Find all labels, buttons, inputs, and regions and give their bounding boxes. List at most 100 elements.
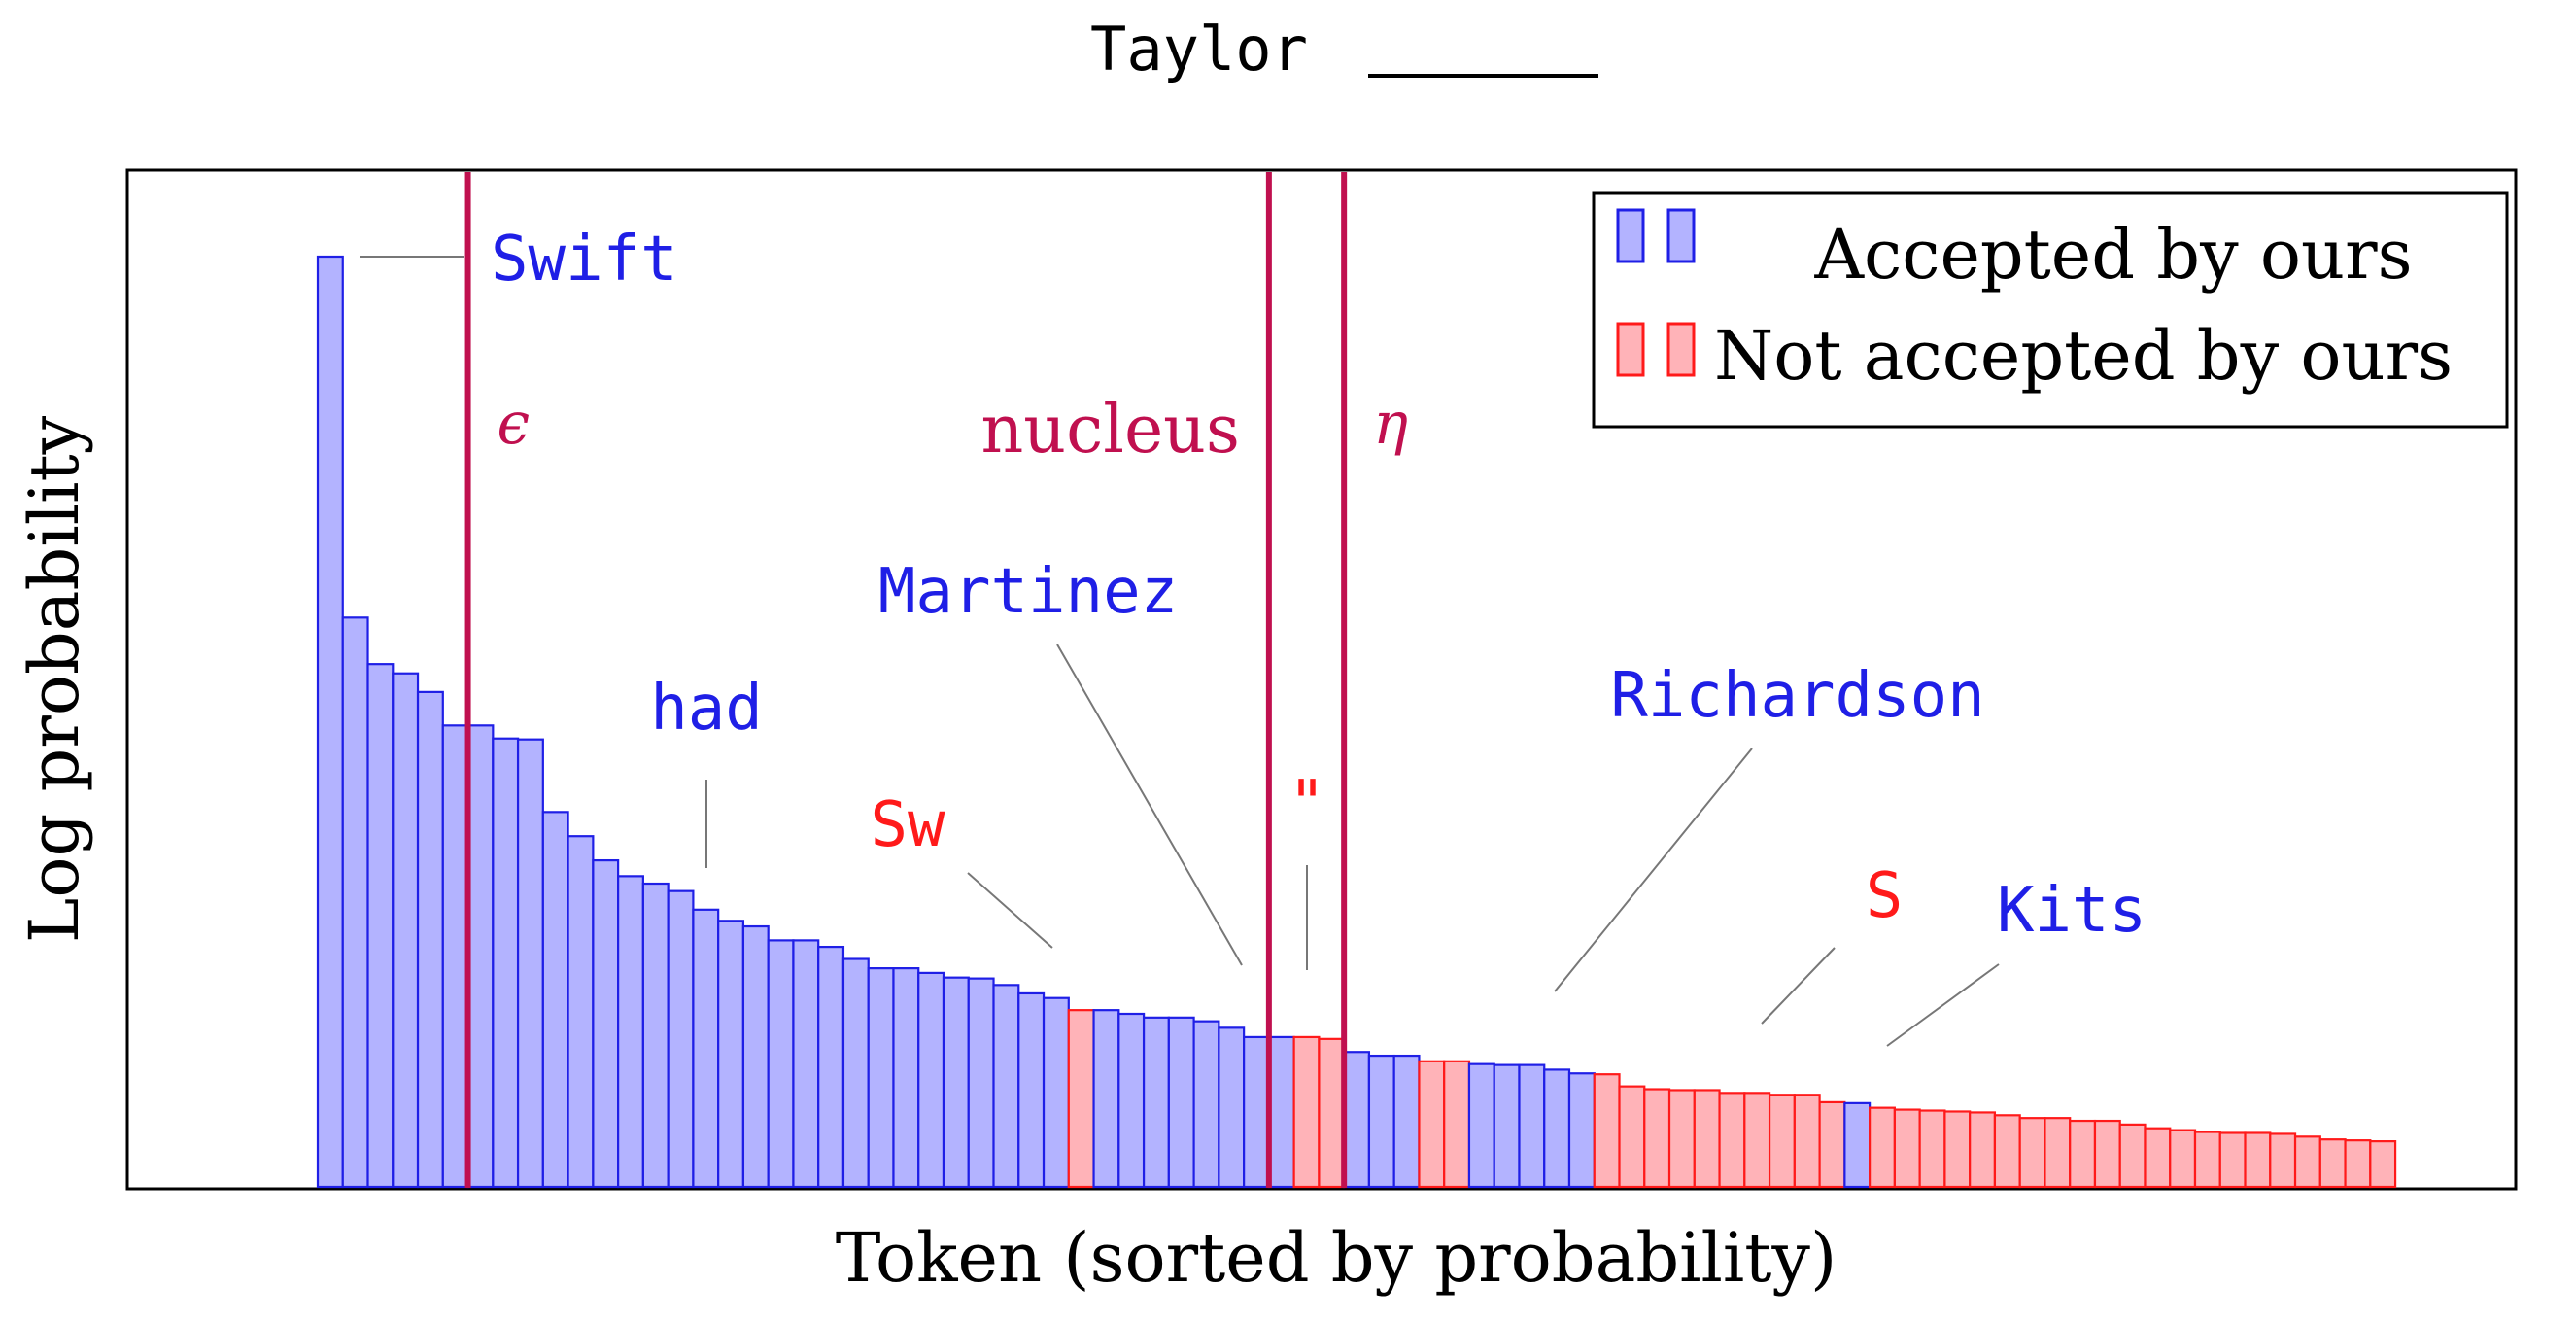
bar-accepted bbox=[867, 967, 895, 1189]
bar-rejected bbox=[1969, 1111, 1997, 1189]
bar-accepted bbox=[1567, 1072, 1596, 1189]
bar-rejected bbox=[1667, 1089, 1696, 1189]
bar-rejected bbox=[2318, 1138, 2347, 1189]
bar-accepted bbox=[1518, 1063, 1546, 1189]
bar-accepted bbox=[316, 255, 344, 1189]
bar-rejected bbox=[2244, 1131, 2272, 1189]
bar-accepted bbox=[1167, 1016, 1195, 1189]
annotation-label: Sw bbox=[870, 789, 945, 861]
bar-rejected bbox=[2293, 1135, 2321, 1189]
bar-accepted bbox=[1367, 1054, 1395, 1189]
bar-accepted bbox=[641, 882, 670, 1189]
bar-rejected bbox=[1067, 1009, 1095, 1189]
bar-accepted bbox=[892, 967, 920, 1189]
y-axis-label: Log probability bbox=[15, 415, 94, 943]
bar-accepted bbox=[416, 690, 444, 1189]
bar-accepted bbox=[1243, 1035, 1270, 1189]
annotation-leader-line bbox=[1056, 644, 1243, 966]
annotation-leader-line bbox=[1761, 947, 1836, 1025]
bar-rejected bbox=[1943, 1110, 1972, 1189]
chart-title-group: Taylor ______ bbox=[1090, 14, 1598, 85]
annotation-leader-line bbox=[967, 872, 1053, 949]
legend-swatch bbox=[1666, 208, 1696, 263]
bar-rejected bbox=[2044, 1117, 2072, 1189]
bar-accepted bbox=[441, 724, 469, 1189]
bar-rejected bbox=[1793, 1094, 1821, 1189]
bar-rejected bbox=[1869, 1106, 1896, 1189]
bar-accepted bbox=[1467, 1062, 1495, 1189]
legend-label: Not accepted by ours bbox=[1714, 316, 2453, 396]
annotation-label: Martinez bbox=[878, 556, 1178, 628]
bar-accepted bbox=[1192, 1020, 1220, 1189]
bar-accepted bbox=[392, 672, 420, 1189]
bar-accepted bbox=[1493, 1063, 1521, 1189]
bar-rejected bbox=[1993, 1114, 2021, 1189]
bar-accepted bbox=[942, 976, 970, 1189]
annotation-leader-line bbox=[1886, 963, 2000, 1047]
bar-accepted bbox=[1218, 1026, 1246, 1189]
bar-accepted bbox=[341, 616, 369, 1189]
bar-accepted bbox=[1092, 1009, 1120, 1189]
bar-accepted bbox=[1017, 992, 1046, 1189]
bar-accepted bbox=[792, 939, 820, 1189]
legend-swatch bbox=[1616, 208, 1645, 263]
annotation-leader-line bbox=[1554, 748, 1753, 992]
bar-rejected bbox=[2218, 1131, 2247, 1189]
bar-accepted bbox=[817, 945, 845, 1189]
bar-rejected bbox=[2269, 1132, 2297, 1189]
annotation-label: Swift bbox=[491, 224, 678, 296]
bar-accepted bbox=[767, 939, 795, 1189]
bar-rejected bbox=[2193, 1131, 2221, 1189]
bar-accepted bbox=[741, 924, 770, 1189]
bar-rejected bbox=[2018, 1117, 2046, 1189]
bar-rejected bbox=[2093, 1119, 2121, 1189]
bar-rejected bbox=[2069, 1119, 2097, 1189]
legend: Accepted by ours Not accepted by ours bbox=[1592, 191, 2509, 429]
bar-accepted bbox=[717, 920, 745, 1189]
bar-accepted bbox=[692, 908, 720, 1189]
plot-frame bbox=[125, 168, 2518, 1191]
bar-rejected bbox=[2344, 1139, 2372, 1189]
annotation-label: Kits bbox=[1997, 875, 2147, 947]
bar-accepted bbox=[967, 977, 995, 1189]
bar-rejected bbox=[1318, 1037, 1346, 1189]
bar-accepted bbox=[617, 875, 644, 1189]
bar-rejected bbox=[1593, 1073, 1621, 1189]
annotation-lines bbox=[360, 256, 2000, 1047]
bar-accepted bbox=[1343, 1051, 1371, 1189]
bar-accepted bbox=[592, 858, 620, 1189]
bar-accepted bbox=[1142, 1016, 1170, 1189]
bar-accepted bbox=[466, 724, 495, 1189]
bar-accepted bbox=[492, 737, 520, 1189]
threshold-label: η bbox=[1373, 390, 1408, 458]
bar-rejected bbox=[1718, 1092, 1746, 1189]
bar-rejected bbox=[1743, 1092, 1771, 1189]
annotation-label: " bbox=[1288, 768, 1326, 840]
bar-rejected bbox=[1693, 1089, 1721, 1189]
annotation-label: had bbox=[650, 673, 763, 745]
bar-rejected bbox=[1893, 1108, 1921, 1189]
bar-rejected bbox=[2144, 1127, 2172, 1189]
bar-accepted bbox=[667, 889, 695, 1189]
bar-rejected bbox=[2118, 1123, 2147, 1189]
bar-rejected bbox=[1443, 1060, 1471, 1189]
x-axis-label: Token (sorted by probability) bbox=[836, 1218, 1838, 1298]
legend-swatch bbox=[1666, 322, 1696, 377]
bar-rejected bbox=[1418, 1060, 1446, 1189]
bar-rejected bbox=[2369, 1140, 2397, 1189]
annotation-label: Richardson bbox=[1610, 660, 1984, 732]
threshold-label: ϵ bbox=[498, 390, 531, 458]
bar-rejected bbox=[2169, 1129, 2197, 1189]
threshold-label: nucleus bbox=[981, 392, 1240, 469]
bar-accepted bbox=[516, 738, 544, 1189]
bars-group bbox=[316, 255, 2397, 1189]
bar-accepted bbox=[1267, 1035, 1295, 1189]
annotation-label: S bbox=[1866, 860, 1904, 932]
bar-rejected bbox=[1292, 1035, 1321, 1189]
bar-accepted bbox=[1843, 1101, 1872, 1189]
bar-accepted bbox=[541, 811, 569, 1189]
bar-rejected bbox=[1918, 1109, 1946, 1189]
bar-rejected bbox=[1618, 1085, 1646, 1189]
bar-rejected bbox=[1768, 1094, 1796, 1189]
